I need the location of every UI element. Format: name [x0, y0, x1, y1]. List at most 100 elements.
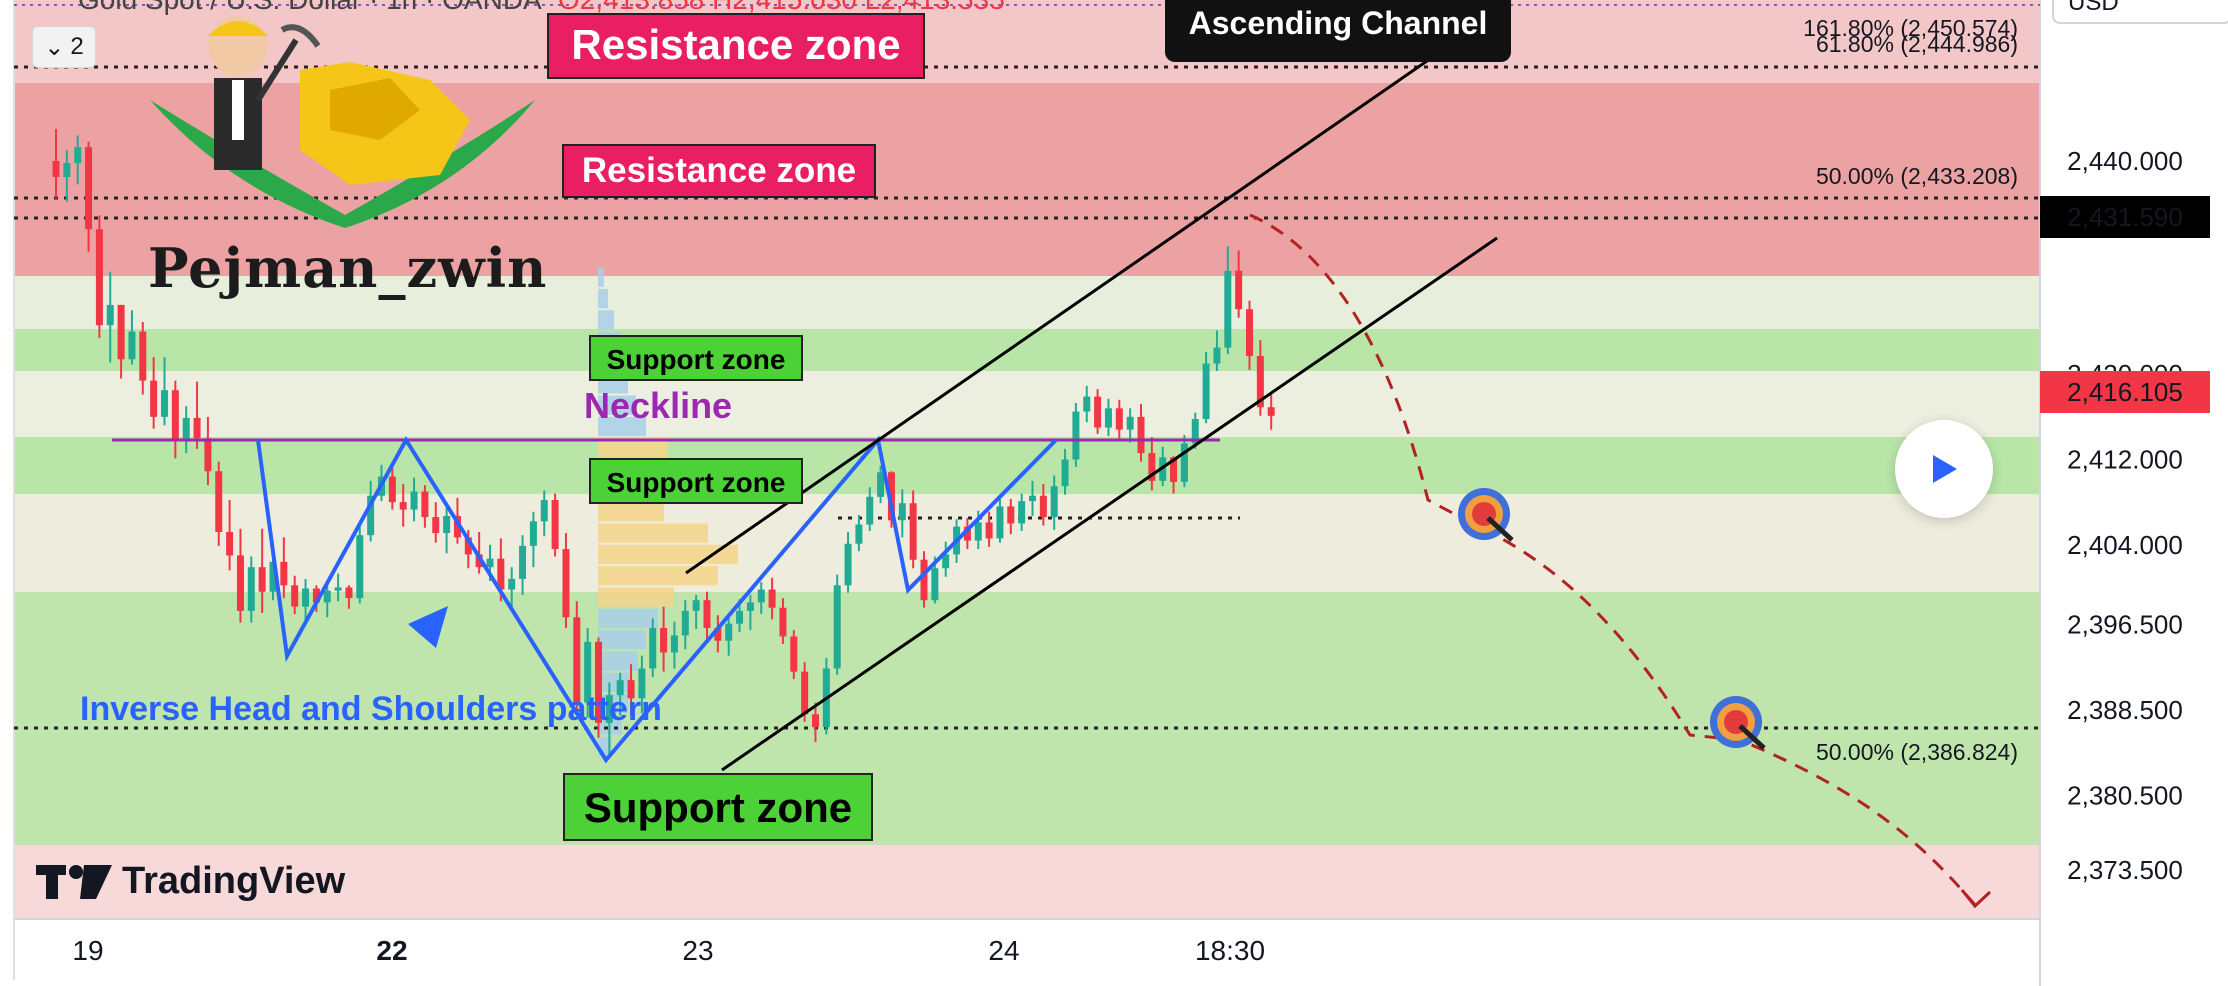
- author-logo: [150, 16, 535, 228]
- candle-body: [649, 627, 657, 669]
- current-price-tag: [2040, 371, 2210, 413]
- candle-body: [1018, 501, 1026, 524]
- support-band-3: [14, 592, 2039, 845]
- volume-profile-bar: [598, 416, 646, 437]
- fib-label-50-top: 50.00% (2,433.208): [1816, 163, 2018, 189]
- candle-body: [432, 517, 440, 534]
- candle-body: [171, 390, 179, 441]
- volume-profile-bar: [598, 267, 604, 287]
- volume-profile-bar: [598, 587, 674, 607]
- candle-body: [193, 417, 201, 439]
- time-axis-area: [14, 919, 2039, 979]
- time-tick-4: 18:30: [1195, 935, 1265, 966]
- target-icon: [1710, 696, 1766, 750]
- tradingview-logo[interactable]: TradingView: [36, 860, 345, 903]
- channel-label: Ascending Channel: [1189, 5, 1488, 41]
- pattern-arrow-icon: [408, 606, 448, 648]
- support-label-box-2: [589, 458, 803, 504]
- candle-body: [866, 496, 874, 525]
- candle-body: [1137, 416, 1145, 454]
- candle-body: [584, 641, 592, 703]
- price-axis[interactable]: 2,440.0002,420.0002,412.0002,404.0002,39…: [2067, 146, 2183, 885]
- candle-body: [1170, 457, 1178, 482]
- candle-body: [1213, 347, 1221, 364]
- candle-body: [508, 578, 516, 590]
- candle-body: [725, 623, 733, 641]
- time-tick-3: 24: [988, 935, 1019, 966]
- candle-body: [519, 545, 527, 579]
- candle-body: [1224, 270, 1232, 348]
- replay-play-button[interactable]: [1895, 420, 1993, 518]
- candle-body: [1202, 363, 1210, 419]
- candle-body: [746, 602, 754, 611]
- volume-profile-bar: [598, 438, 668, 458]
- resistance-label-2: Resistance zone: [582, 151, 856, 190]
- candle-body: [52, 160, 60, 177]
- candle-body: [681, 610, 689, 636]
- candle-body: [605, 695, 613, 723]
- author-watermark: Pejman_zwin: [148, 236, 548, 300]
- candle-body: [1061, 459, 1069, 487]
- time-tick-0: 19: [72, 935, 103, 966]
- candle-body: [855, 524, 863, 544]
- candle-body: [399, 502, 407, 510]
- channel-upper-line: [685, 50, 1441, 575]
- candle-body: [1039, 495, 1047, 518]
- candle-body: [74, 147, 82, 164]
- price-tick-label: 2,412.000: [2067, 445, 2183, 475]
- symbol-header[interactable]: Gold Spot / U.S. Dollar · 1h · OANDA O2,…: [78, 0, 1005, 16]
- candle-body: [334, 587, 342, 591]
- currency-selector[interactable]: USD: [2052, 0, 2228, 24]
- candle-body: [410, 491, 418, 510]
- resistance-label-box: [547, 13, 925, 79]
- currency-label: USD: [2068, 0, 2119, 16]
- candle-body: [736, 610, 744, 624]
- candle-body: [1191, 418, 1199, 444]
- support-label-1: Support zone: [607, 344, 786, 375]
- candle-body: [660, 627, 668, 653]
- candle-body: [985, 522, 993, 539]
- candle-body: [269, 561, 277, 592]
- volume-profile-bar: [598, 395, 636, 415]
- fib-label-50-bottom: 50.00% (2,386.824): [1816, 739, 2018, 765]
- candle-body: [1246, 309, 1253, 357]
- volume-profile-bar: [598, 310, 614, 330]
- tradingview-logo-icon: [36, 864, 112, 899]
- candle-body: [714, 627, 722, 641]
- marked-price-text: 2,431.590: [2067, 202, 2183, 232]
- indicator-count: 2: [70, 33, 84, 60]
- candle-body: [312, 588, 320, 603]
- channel-label-box: [1165, 0, 1511, 62]
- candle-body: [117, 304, 125, 360]
- candle-body: [812, 714, 819, 728]
- candle-body: [247, 567, 255, 611]
- candle-body: [236, 555, 244, 611]
- chevron-down-icon: ⌄: [44, 33, 65, 61]
- candle-body: [464, 537, 472, 555]
- volume-profile-bar: [598, 544, 738, 565]
- price-tick-label: 2,440.000: [2067, 146, 2183, 176]
- candle-body: [443, 516, 451, 534]
- current-price-text: 2,416.105: [2067, 377, 2183, 407]
- candle-body: [790, 636, 798, 672]
- candle-body: [302, 588, 310, 607]
- candle-body: [573, 617, 581, 703]
- candle-body: [291, 585, 299, 607]
- tradingview-logo-text: TradingView: [122, 860, 346, 902]
- candle-body: [692, 600, 700, 611]
- candle-body: [486, 558, 494, 568]
- volume-profile-bar: [598, 651, 638, 671]
- fib-label-161: 161.80% (2,450.574): [1803, 15, 2018, 41]
- candle-body: [106, 304, 114, 326]
- candle-body: [670, 635, 678, 653]
- indicator-collapse-button[interactable]: ⌄ 2: [32, 26, 96, 68]
- candle-body: [85, 147, 93, 230]
- candle-body: [1104, 408, 1112, 428]
- neutral-band-3: [14, 494, 2039, 592]
- resistance-label-1: Resistance zone: [571, 21, 900, 68]
- volume-profile-bar: [598, 566, 718, 586]
- volume-profile-bar: [598, 630, 646, 650]
- volume-profile-bar: [598, 502, 664, 522]
- candle-body: [768, 589, 776, 608]
